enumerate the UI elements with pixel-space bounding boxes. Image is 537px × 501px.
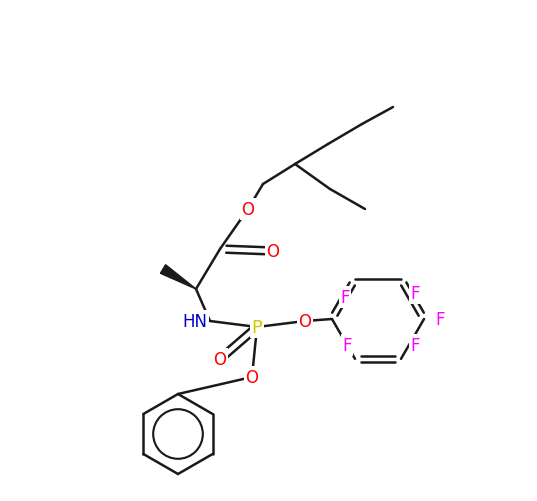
- Text: O: O: [245, 368, 258, 386]
- Polygon shape: [161, 265, 196, 290]
- Text: F: F: [340, 289, 350, 307]
- Text: O: O: [242, 200, 255, 218]
- Text: HN: HN: [182, 313, 207, 330]
- Text: O: O: [299, 313, 311, 330]
- Text: P: P: [251, 318, 263, 336]
- Text: F: F: [410, 336, 420, 354]
- Text: O: O: [214, 350, 227, 368]
- Text: O: O: [266, 242, 279, 261]
- Text: F: F: [436, 311, 445, 328]
- Text: F: F: [342, 336, 352, 354]
- Text: F: F: [410, 285, 420, 303]
